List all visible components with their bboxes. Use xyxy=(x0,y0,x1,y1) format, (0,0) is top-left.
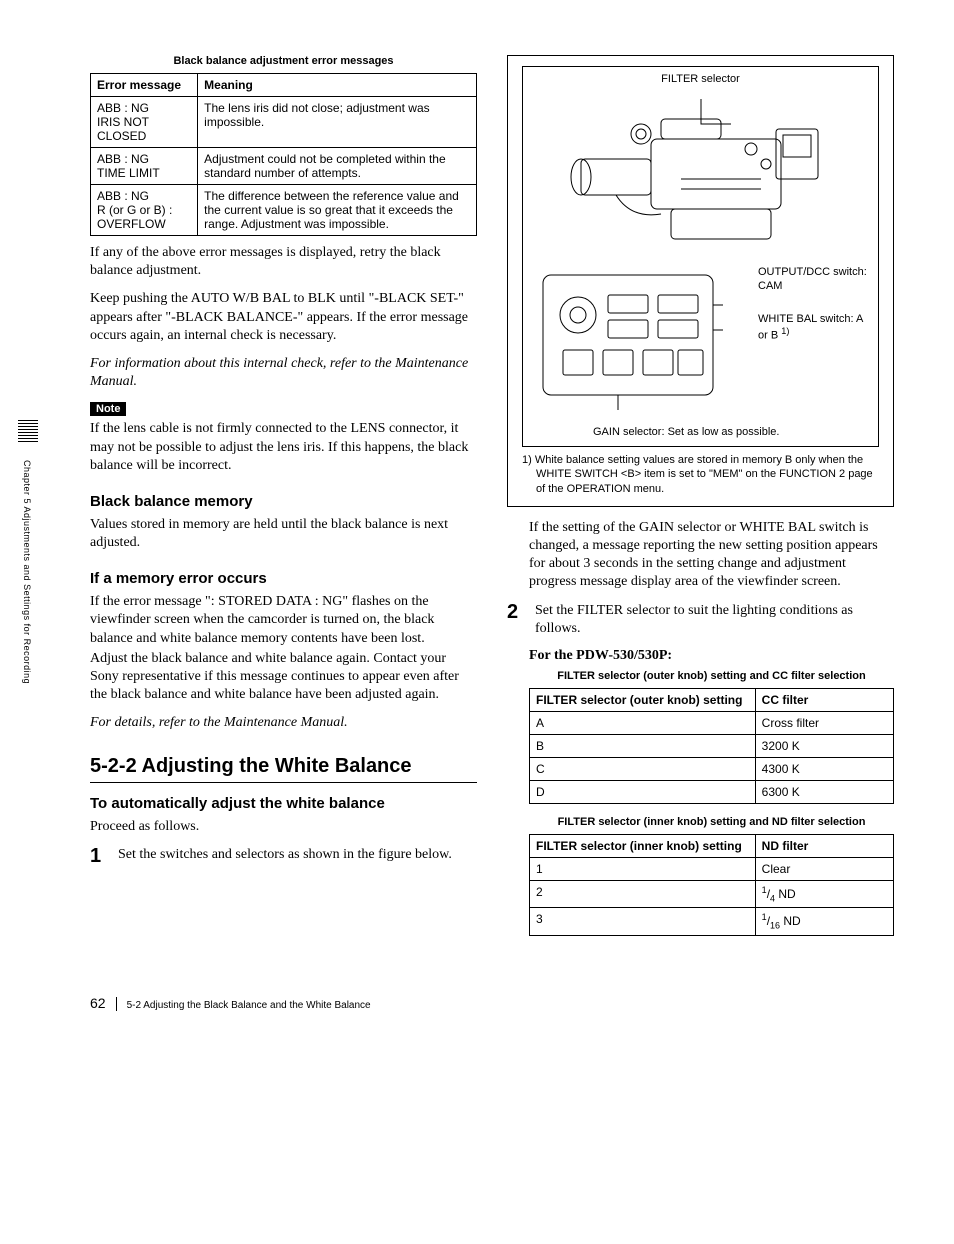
figure-label-filter-selector: FILTER selector xyxy=(533,73,868,85)
cc-table-caption: FILTER selector (outer knob) setting and… xyxy=(529,670,894,682)
page-number: 62 xyxy=(90,995,106,1011)
figure-label-gain: GAIN selector: Set as low as possible. xyxy=(533,426,868,438)
cc-filter-table: FILTER selector (outer knob) setting CC … xyxy=(529,688,894,804)
table-row: ABB : NG TIME LIMIT Adjustment could not… xyxy=(91,148,477,185)
heading-black-balance-memory: Black balance memory xyxy=(90,493,477,510)
sidebar-chapter-label: Chapter 5 Adjustments and Settings for R… xyxy=(22,460,32,684)
step-number: 1 xyxy=(90,846,108,866)
nd-filter-table: FILTER selector (inner knob) setting ND … xyxy=(529,834,894,936)
footer-divider xyxy=(116,997,117,1011)
note-badge: Note xyxy=(90,402,126,416)
step-text: Set the switches and selectors as shown … xyxy=(118,846,452,864)
paragraph-italic: For details, refer to the Maintenance Ma… xyxy=(90,714,477,732)
step-number: 2 xyxy=(507,602,525,622)
figure-label-output: OUTPUT/DCC switch: CAM xyxy=(758,265,868,294)
paragraph: If the error message ": STORED DATA : NG… xyxy=(90,593,477,648)
paragraph: Values stored in memory are held until t… xyxy=(90,516,477,552)
table-row: ACross filter xyxy=(530,712,894,735)
table-header: FILTER selector (outer knob) setting xyxy=(530,689,756,712)
camera-illustration xyxy=(551,89,851,259)
table-row: C4300 K xyxy=(530,758,894,781)
figure-box: FILTER selector xyxy=(507,55,894,507)
figure-side-panel-illustration xyxy=(533,265,748,418)
figure-label-whitebal: WHITE BAL switch: A or B 1) xyxy=(758,312,868,343)
paragraph-bold: For the PDW-530/530P: xyxy=(529,648,894,664)
figure-footnote: 1) White balance setting values are stor… xyxy=(522,453,879,496)
left-column: Black balance adjustment error messages … xyxy=(60,55,477,944)
paragraph-italic: For information about this internal chec… xyxy=(90,355,477,391)
table-row: B3200 K xyxy=(530,735,894,758)
step-2: 2 Set the FILTER selector to suit the li… xyxy=(507,602,894,638)
nd-table-caption: FILTER selector (inner knob) setting and… xyxy=(529,816,894,828)
step-1: 1 Set the switches and selectors as show… xyxy=(90,846,477,866)
table-header: Error message xyxy=(91,74,198,97)
step-text: Set the FILTER selector to suit the ligh… xyxy=(535,602,894,638)
paragraph: Adjust the black balance and white balan… xyxy=(90,650,477,705)
table-header: FILTER selector (inner knob) setting xyxy=(530,835,756,858)
table-header: CC filter xyxy=(755,689,893,712)
footer-text: 5-2 Adjusting the Black Balance and the … xyxy=(127,1000,371,1011)
paragraph: If the setting of the GAIN selector or W… xyxy=(529,519,894,592)
page-footer: 62 5-2 Adjusting the Black Balance and t… xyxy=(60,994,894,1011)
table-row: 21/4 ND xyxy=(530,881,894,908)
heading-memory-error: If a memory error occurs xyxy=(90,570,477,587)
paragraph: Keep pushing the AUTO W/B BAL to BLK unt… xyxy=(90,290,477,345)
table-row: ABB : NG R (or G or B) : OVERFLOW The di… xyxy=(91,185,477,236)
table-row: ABB : NG IRIS NOT CLOSED The lens iris d… xyxy=(91,97,477,148)
right-column: FILTER selector xyxy=(507,55,894,944)
table-header: Meaning xyxy=(198,74,477,97)
table-row: 1Clear xyxy=(530,858,894,881)
figure-inner: FILTER selector xyxy=(522,66,879,447)
sidebar-decorative-lines xyxy=(18,420,38,450)
table-row: D6300 K xyxy=(530,781,894,804)
table-header: ND filter xyxy=(755,835,893,858)
subheading-auto-adjust: To automatically adjust the white balanc… xyxy=(90,795,477,812)
paragraph: If any of the above error messages is di… xyxy=(90,244,477,280)
section-heading: 5-2-2 Adjusting the White Balance xyxy=(90,755,477,783)
error-table-caption: Black balance adjustment error messages xyxy=(90,55,477,67)
figure-side-labels: OUTPUT/DCC switch: CAM WHITE BAL switch:… xyxy=(758,265,868,361)
error-messages-table: Error message Meaning ABB : NG IRIS NOT … xyxy=(90,73,477,236)
table-row: 31/16 ND xyxy=(530,908,894,935)
paragraph: Proceed as follows. xyxy=(90,818,477,836)
note-body: If the lens cable is not firmly connecte… xyxy=(90,420,477,475)
